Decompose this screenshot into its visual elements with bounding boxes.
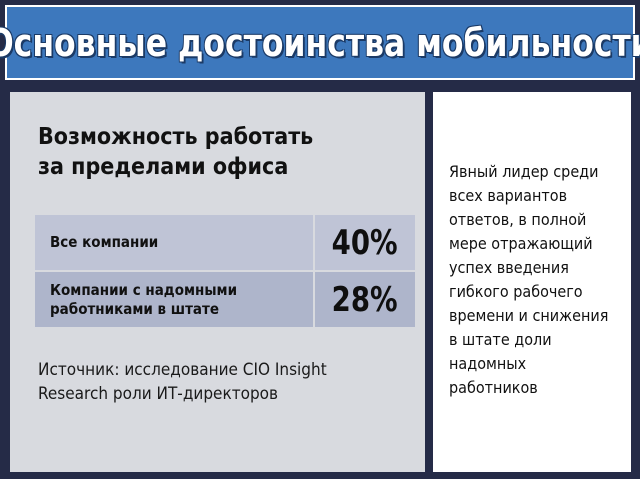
- row-label-text: Компании с надомными работниками в штате: [50, 281, 237, 319]
- stats-panel: Возможность работать за пределами офиса …: [10, 92, 425, 472]
- commentary-line: всех вариантов: [449, 186, 568, 205]
- commentary-line: в штате доли: [449, 330, 552, 349]
- commentary-line: времени и снижения: [449, 306, 609, 325]
- page-title: Основные достоинства мобильности: [0, 20, 640, 65]
- row-value-text: 40%: [332, 222, 398, 263]
- source-line: Research роли ИТ-директоров: [38, 384, 279, 404]
- stats-heading-line: Возможность работать: [38, 124, 314, 150]
- source-note: Источник: исследование CIO Insight Resea…: [38, 358, 418, 406]
- commentary-text: Явный лидер среди всех вариантов ответов…: [449, 160, 629, 400]
- commentary-panel: Явный лидер среди всех вариантов ответов…: [433, 92, 631, 472]
- commentary-line: надомных: [449, 354, 527, 373]
- commentary-line: гибкого рабочего: [449, 282, 583, 301]
- commentary-line: Явный лидер среди: [449, 162, 599, 181]
- row-label-text: Все компании: [50, 233, 159, 251]
- table-row: Все компании 40%: [35, 215, 415, 270]
- commentary-line: работников: [449, 378, 538, 397]
- row-value: 40%: [315, 215, 415, 270]
- stats-heading-line: за пределами офиса: [38, 154, 289, 180]
- row-label: Все компании: [35, 215, 313, 270]
- commentary-line: ответов, в полной: [449, 210, 587, 229]
- table-row: Компании с надомными работниками в штате…: [35, 272, 415, 327]
- row-value-text: 28%: [332, 279, 398, 320]
- row-label-line: Компании с надомными: [50, 280, 238, 299]
- commentary-line: успех введения: [449, 258, 569, 277]
- row-value: 28%: [315, 272, 415, 327]
- stats-heading: Возможность работать за пределами офиса: [38, 122, 418, 182]
- row-label-line: работниками в штате: [50, 299, 219, 318]
- commentary-line: мере отражающий: [449, 234, 593, 253]
- stats-table: Все компании 40% Компании с надомными ра…: [35, 215, 415, 329]
- source-line: Источник: исследование CIO Insight: [38, 360, 327, 380]
- title-banner: Основные достоинства мобильности: [0, 5, 640, 80]
- row-label: Компании с надомными работниками в штате: [35, 272, 313, 327]
